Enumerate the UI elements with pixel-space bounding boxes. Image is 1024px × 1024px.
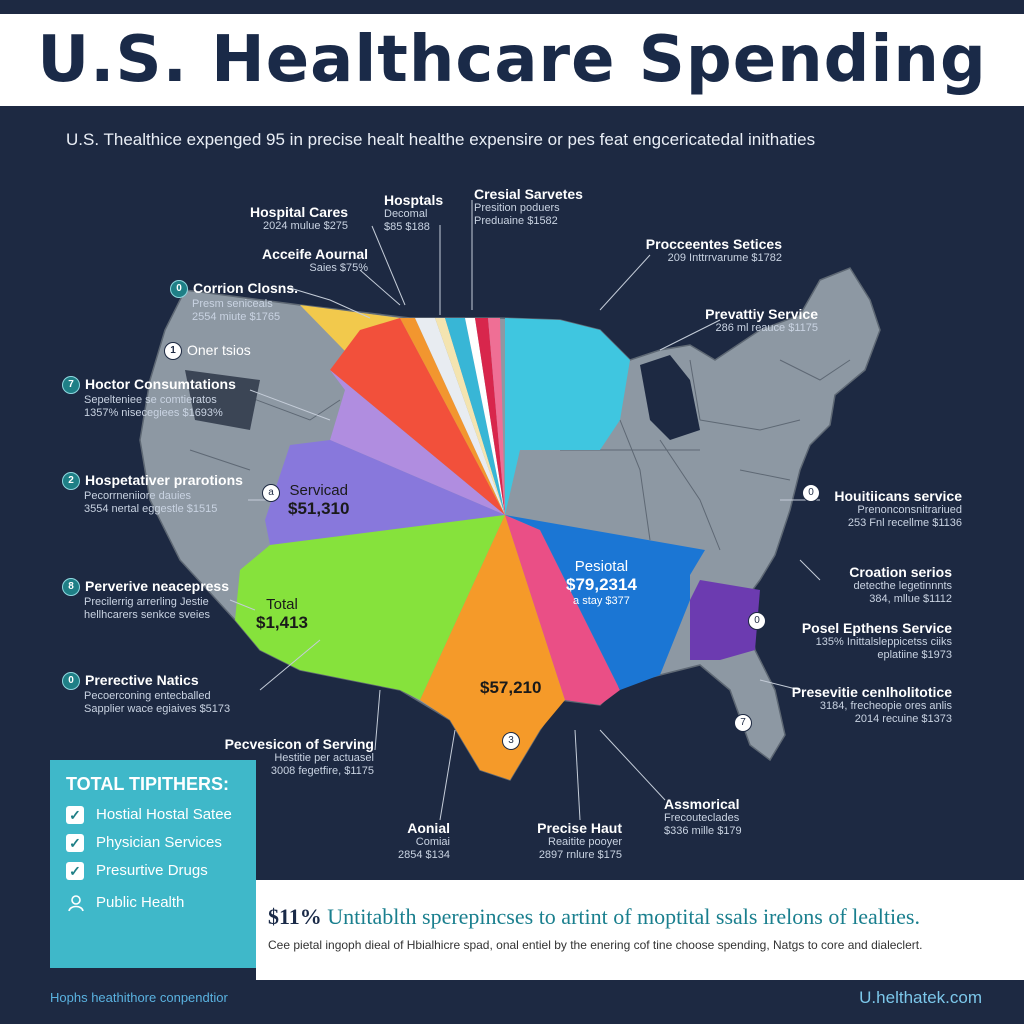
footer-caption: Hophs heathithore conpendtior bbox=[50, 990, 228, 1005]
map-marker: 3 bbox=[502, 732, 520, 750]
slice-cyan bbox=[505, 318, 630, 515]
slice-cream bbox=[435, 318, 505, 515]
subtitle: U.S. Thealthice expenged 95 in precise h… bbox=[66, 130, 816, 149]
slice-crimson bbox=[475, 318, 505, 515]
slice-purple bbox=[265, 440, 505, 545]
public-health-icon bbox=[68, 895, 84, 912]
marker-badge: 7 bbox=[62, 376, 80, 395]
map-marker: 7 bbox=[734, 714, 752, 732]
dark-region bbox=[185, 370, 260, 430]
leader-lines bbox=[229, 200, 821, 821]
title-bar: U.S. Healthcare Spending bbox=[0, 14, 1024, 106]
slice-violet bbox=[690, 580, 760, 660]
marker-badge: 0 bbox=[170, 280, 188, 299]
label-cresial-sarvetes: Cresial Sarvetes Presition poduers Predu… bbox=[474, 186, 583, 227]
slice-magenta bbox=[505, 515, 620, 705]
checklist-item: Public Health bbox=[66, 894, 184, 912]
state-borders bbox=[189, 359, 851, 551]
stat-panel: $11% Untitablth sperepincses to artint o… bbox=[256, 880, 1024, 980]
slice-value-total: Total $1,413 bbox=[256, 596, 308, 632]
label-oner-tsios: 1 Oner tsios bbox=[164, 342, 251, 361]
slice-white-1 bbox=[415, 318, 505, 515]
marker-badge: 2 bbox=[62, 472, 80, 491]
checkbox-icon: ✓ bbox=[66, 862, 84, 881]
slice-orange bbox=[420, 515, 565, 780]
label-houitiicans-service: Houitiicans service Prenonconsnitrariued… bbox=[834, 488, 962, 529]
total-panel: TOTAL TIPITHERS: ✓ Hostial Hostal Satee ✓… bbox=[50, 760, 256, 968]
label-prerective-natics: 0 Prerective Natics Pecoerconing entecbal… bbox=[62, 672, 230, 716]
page-title: U.S. Healthcare Spending bbox=[37, 23, 987, 97]
stat-headline: $11% Untitablth sperepincses to artint o… bbox=[268, 904, 920, 929]
label-presevitie-cenlholitotice: Presevitie cenlholitotice 3184, frecheop… bbox=[791, 684, 952, 725]
checklist-item: ✓ Presurtive Drugs bbox=[66, 862, 208, 881]
label-pecvesicon-of-serving: Pecvesicon of Serving Hestitie per actua… bbox=[224, 736, 374, 777]
label-hospital-cares: Hospital Cares 2024 mulue $275 bbox=[250, 204, 349, 233]
footer-website: U.helthatek.com bbox=[859, 988, 982, 1007]
slice-value-servicad: Servicad $51,310 bbox=[288, 482, 350, 518]
stat-note: Cee pietal ingoph dieal of Hbialhicre sp… bbox=[268, 938, 923, 952]
slice-lavender bbox=[330, 370, 505, 515]
label-hospetativer-prarotions: 2 Hospetativer prarotions Pecorrneniiore … bbox=[62, 472, 243, 516]
label-assmorical: Assmorical Frecouteclades $336 mille $17… bbox=[664, 796, 742, 837]
label-corrion-closns: 0 Corrion Closns. Presm seniceals 2554 mi… bbox=[170, 280, 298, 324]
label-hoctor-consumtations: 7 Hoctor Consumtations Sepelteniee se com… bbox=[62, 376, 236, 420]
slice-white-2 bbox=[465, 318, 505, 515]
checkbox-icon: ✓ bbox=[66, 806, 84, 825]
map-marker: a bbox=[262, 484, 280, 502]
label-posel-epthens-service: Posel Epthens Service 135% Inittalsleppi… bbox=[801, 620, 952, 661]
slice-value-orange: $57,210 bbox=[480, 678, 542, 697]
slice-cyan-thin bbox=[445, 318, 505, 515]
map-marker: 0 bbox=[802, 484, 820, 502]
slice-blue bbox=[505, 515, 705, 690]
slice-green bbox=[235, 515, 505, 700]
slice-pink bbox=[488, 318, 505, 515]
checklist-item: ✓ Hostial Hostal Satee bbox=[66, 806, 232, 825]
great-lakes bbox=[640, 355, 700, 440]
label-hosptals: Hosptals Decomal $85 $188 bbox=[384, 192, 444, 233]
label-procceentes-setices: Procceentes Setices 209 Inttrrvarume $17… bbox=[645, 236, 782, 265]
label-croation-serios: Croation serios detecthe legetinnnts 384… bbox=[849, 564, 952, 605]
label-aonial: Aonial Comiai 2854 $134 bbox=[398, 820, 450, 861]
checkbox-icon: ✓ bbox=[66, 834, 84, 853]
map-marker: 0 bbox=[748, 612, 766, 630]
marker-badge: 0 bbox=[62, 672, 80, 691]
label-prevattiy-service: Prevattiy Service 286 ml reauce $1175 bbox=[705, 306, 818, 335]
slice-value-pesiotal: Pesiotal $79,2314 a stay $377 bbox=[566, 558, 637, 607]
checklist-item: ✓ Physician Services bbox=[66, 834, 222, 853]
spending-slices bbox=[235, 305, 760, 780]
slice-red bbox=[330, 318, 505, 515]
marker-badge: 1 bbox=[164, 342, 182, 361]
label-acceife-aournal: Acceife Aournal Saies $75% bbox=[262, 246, 369, 275]
label-precise-haut: Precise Haut Reaitite pooyer 2897 rnlure… bbox=[537, 820, 622, 861]
label-perverive-neacepress: 8 Perverive neacepress Precilerrig arrerl… bbox=[62, 578, 229, 622]
marker-badge: 8 bbox=[62, 578, 80, 597]
total-panel-title: TOTAL TIPITHERS: bbox=[66, 774, 230, 794]
slice-orange-top bbox=[400, 318, 505, 515]
